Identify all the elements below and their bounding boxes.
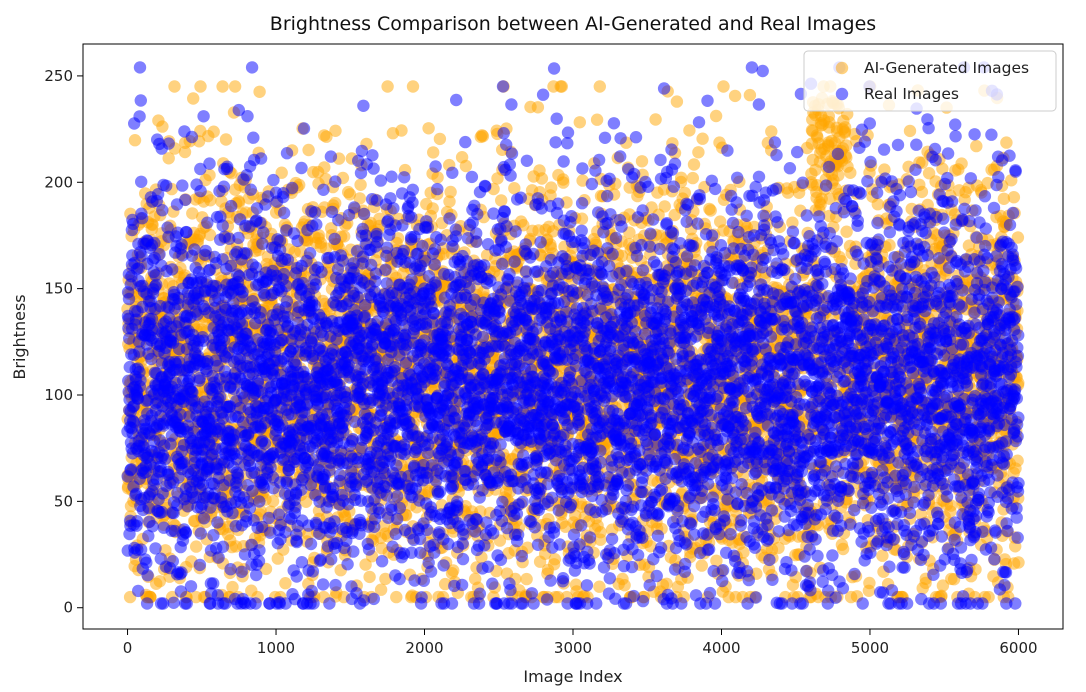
data-point [186, 207, 199, 220]
data-point [299, 495, 313, 508]
data-point [216, 80, 229, 93]
data-point [203, 168, 216, 182]
data-point [194, 80, 207, 93]
data-point [253, 85, 266, 99]
data-point [343, 188, 357, 201]
data-point [271, 552, 284, 565]
data-point [593, 80, 606, 93]
data-point [431, 171, 444, 184]
data-point [717, 80, 730, 93]
data-point [279, 577, 292, 590]
data-point [153, 575, 166, 588]
points-layer [121, 61, 1025, 610]
data-point [658, 200, 671, 213]
data-point [207, 125, 220, 138]
data-point [573, 116, 586, 129]
data-point [178, 145, 192, 159]
data-point [426, 202, 439, 215]
data-point [381, 80, 394, 93]
data-point [379, 572, 392, 586]
data-point [162, 152, 175, 165]
data-point [840, 225, 853, 238]
data-point [395, 124, 408, 137]
data-point [743, 88, 757, 102]
data-point [422, 122, 435, 135]
data-point [318, 161, 331, 174]
data-point [168, 80, 181, 93]
data-point [329, 124, 342, 137]
data-point [447, 564, 460, 577]
data-point [433, 132, 447, 146]
data-point [443, 195, 456, 208]
data-point [696, 132, 709, 145]
data-point [686, 171, 699, 185]
data-point [635, 155, 649, 168]
data-point [495, 194, 508, 207]
data-point [728, 89, 742, 103]
data-point [374, 583, 388, 596]
data-point [535, 172, 549, 185]
data-point [266, 495, 280, 508]
data-point [363, 570, 376, 584]
data-point [427, 146, 440, 159]
data-point [649, 113, 662, 126]
data-point [228, 80, 242, 93]
data-point [557, 176, 570, 189]
data-point [128, 134, 142, 147]
data-point [444, 185, 457, 199]
data-point [844, 166, 857, 179]
data-point [678, 186, 691, 200]
data-point [548, 553, 561, 566]
data-point [204, 194, 217, 207]
data-point [406, 80, 420, 93]
data-point [704, 204, 717, 217]
data-point [575, 212, 589, 225]
data-point [320, 130, 333, 143]
data-point [302, 143, 315, 157]
data-point [545, 181, 558, 194]
data-point [660, 577, 673, 590]
data-point [187, 92, 200, 105]
data-point [618, 579, 631, 592]
data-point [520, 572, 533, 586]
data-point [765, 125, 778, 138]
data-point [709, 109, 723, 123]
data-point [683, 124, 696, 137]
data-point [359, 558, 372, 571]
data-point [219, 133, 233, 146]
data-point [275, 166, 288, 179]
data-point [459, 159, 473, 173]
data-point [508, 182, 521, 195]
data-point [156, 120, 169, 133]
data-point [390, 590, 403, 604]
data-point [836, 542, 850, 556]
data-point [254, 504, 267, 518]
data-point [695, 559, 708, 572]
data-point [590, 113, 604, 126]
data-point [692, 146, 705, 159]
data-point [319, 172, 332, 186]
data-point [354, 178, 367, 191]
data-point [476, 130, 490, 143]
data-point [190, 540, 203, 553]
data-point [353, 192, 366, 205]
data-point [203, 228, 217, 242]
data-point [531, 101, 545, 114]
data-point [670, 95, 684, 108]
data-point [687, 158, 701, 171]
data-point [226, 580, 239, 594]
data-point [338, 230, 351, 243]
data-point [555, 80, 568, 93]
data-point [832, 169, 845, 182]
data-point [594, 526, 607, 539]
chart-title: Brightness Comparison between AI-Generat… [270, 13, 876, 35]
